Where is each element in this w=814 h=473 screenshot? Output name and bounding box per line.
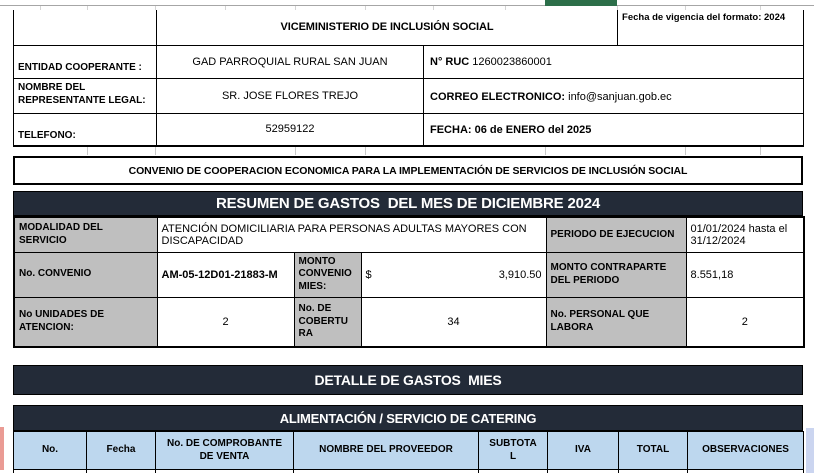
contraparte-label: MONTO CONTRAPARTE DEL PERIODO xyxy=(545,251,687,298)
grid-tick xyxy=(760,6,761,10)
grid-tick xyxy=(505,6,506,10)
cobertura-value[interactable]: 34 xyxy=(360,296,547,348)
grid-tick xyxy=(295,6,296,10)
grid-tick xyxy=(40,6,41,10)
grid-tick xyxy=(433,6,434,10)
contraparte-value[interactable]: 8.551,18 xyxy=(685,251,805,298)
right-margin-highlight xyxy=(806,428,814,473)
col-header-total: TOTAL xyxy=(618,431,688,470)
grid-tick xyxy=(295,147,296,155)
catering-title-bar: ALIMENTACIÓN / SERVICIO DE CATERING xyxy=(13,405,803,431)
correo-value: info@sanjuan.gob.ec xyxy=(568,91,672,104)
grid-tick xyxy=(685,147,686,155)
resumen-table: MODALIDAD DEL SERVICIO ATENCIÓN DOMICILI… xyxy=(13,216,806,348)
ruc-value: 1260023860001 xyxy=(472,56,552,69)
grid-tick xyxy=(617,6,618,10)
left-margin-highlight xyxy=(0,427,4,470)
representante-value[interactable]: SR. JOSE FLORES TREJO xyxy=(156,77,424,114)
grid-tick xyxy=(685,6,686,10)
grid-tick xyxy=(545,147,546,155)
monto-convenio-label: MONTO CONVENIO MIES: xyxy=(293,251,362,298)
monto-convenio-cell[interactable]: $ 3,910.50 xyxy=(360,251,547,298)
grid-tick xyxy=(225,6,226,10)
cobertura-label: No. DE COBERTURA xyxy=(293,296,362,348)
detalle-title-bar: DETALLE DE GASTOS MIES xyxy=(13,365,803,395)
convenio-num-value[interactable]: AM-05-12D01-21883-M xyxy=(156,251,295,298)
spacer-row xyxy=(13,147,803,156)
ruc-label: N° RUC xyxy=(430,56,470,69)
fecha-cell[interactable]: FECHA: 06 de ENERO del 2025 xyxy=(422,112,805,147)
col-header-proveedor: NOMBRE DEL PROVEEDOR xyxy=(293,431,479,470)
currency-symbol: $ xyxy=(365,268,372,281)
format-validity-note: Fecha de vigencia del formato: 2024 xyxy=(617,10,805,46)
col-header-observaciones: OBSERVACIONES xyxy=(687,431,804,470)
periodo-value[interactable]: 01/01/2024 hasta el 31/12/2024 xyxy=(685,216,805,253)
monto-convenio-value: 3,910.50 xyxy=(498,268,542,281)
correo-label: CORREO ELECTRONICO: xyxy=(430,91,566,104)
grid-tick xyxy=(365,147,366,155)
detalle-title: DETALLE DE GASTOS MIES xyxy=(314,372,502,388)
representante-label: NOMBRE DEL REPRESENTANTE LEGAL: xyxy=(13,77,157,114)
convenio-num-label: No. CONVENIO xyxy=(13,251,158,298)
ruc-cell[interactable]: N° RUC 1260023860001 xyxy=(422,44,805,79)
empty-cell[interactable] xyxy=(86,469,156,473)
empty-cell[interactable] xyxy=(155,469,294,473)
grid-tick xyxy=(87,147,88,155)
empty-cell[interactable] xyxy=(293,469,479,473)
col-header-iva: IVA xyxy=(547,431,619,470)
col-header-comprobante: No. DE COMPROBANTE DE VENTA xyxy=(155,431,294,470)
modalidad-value[interactable]: ATENCIÓN DOMICILIARIA PARA PERSONAS ADUL… xyxy=(156,216,547,253)
grid-tick xyxy=(760,147,761,155)
modalidad-label: MODALIDAD DEL SERVICIO xyxy=(13,216,158,253)
empty-cell[interactable] xyxy=(13,469,87,473)
telefono-label: TELEFONO: xyxy=(13,112,157,147)
grid-tick xyxy=(365,6,366,10)
grid-tick xyxy=(87,6,88,10)
resumen-title: RESUMEN DE GASTOS DEL MES DE DICIEMBRE 2… xyxy=(215,195,601,212)
col-header-fecha: Fecha xyxy=(86,431,156,470)
empty-cell[interactable] xyxy=(478,469,548,473)
grid-tick xyxy=(155,147,156,155)
empty-cell[interactable] xyxy=(687,469,804,473)
ministry-title: VICEMINISTERIO DE INCLUSIÓN SOCIAL xyxy=(155,10,619,46)
expense-table: No. Fecha No. DE COMPROBANTE DE VENTA NO… xyxy=(13,431,804,473)
grid-row-divider xyxy=(0,5,814,6)
col-header-no: No. xyxy=(13,431,87,470)
correo-cell[interactable]: CORREO ELECTRONICO: info@sanjuan.gob.ec xyxy=(422,77,805,114)
convenio-title: CONVENIO DE COOPERACION ECONOMICA PARA L… xyxy=(13,156,803,185)
logo-cell xyxy=(13,10,157,46)
entidad-cooperante-label: ENTIDAD COOPERANTE : xyxy=(13,44,157,79)
form-area: VICEMINISTERIO DE INCLUSIÓN SOCIAL Fecha… xyxy=(13,10,806,473)
fecha-label: FECHA: xyxy=(430,123,472,136)
empty-cell[interactable] xyxy=(547,469,619,473)
grid-tick xyxy=(155,6,156,10)
spacer-row xyxy=(13,348,803,365)
empty-cell[interactable] xyxy=(618,469,688,473)
catering-title: ALIMENTACIÓN / SERVICIO DE CATERING xyxy=(279,410,537,426)
unidades-label: No UNIDADES DE ATENCION: xyxy=(13,296,158,348)
header-block: VICEMINISTERIO DE INCLUSIÓN SOCIAL Fecha… xyxy=(13,10,805,147)
telefono-value[interactable]: 52959122 xyxy=(156,112,424,147)
personal-label: No. PERSONAL QUE LABORA xyxy=(545,296,687,348)
personal-value[interactable]: 2 xyxy=(685,296,805,348)
green-highlighted-cell[interactable] xyxy=(545,0,617,6)
resumen-title-bar: RESUMEN DE GASTOS DEL MES DE DICIEMBRE 2… xyxy=(13,191,803,216)
fecha-value: 06 de ENERO del 2025 xyxy=(474,123,592,136)
entidad-cooperante-value[interactable]: GAD PARROQUIAL RURAL SAN JUAN xyxy=(156,44,424,79)
spacer-row xyxy=(13,395,803,405)
periodo-label: PERIODO DE EJECUCION xyxy=(545,216,687,253)
unidades-value[interactable]: 2 xyxy=(156,296,295,348)
col-header-subtotal: SUBTOTAL xyxy=(478,431,548,470)
